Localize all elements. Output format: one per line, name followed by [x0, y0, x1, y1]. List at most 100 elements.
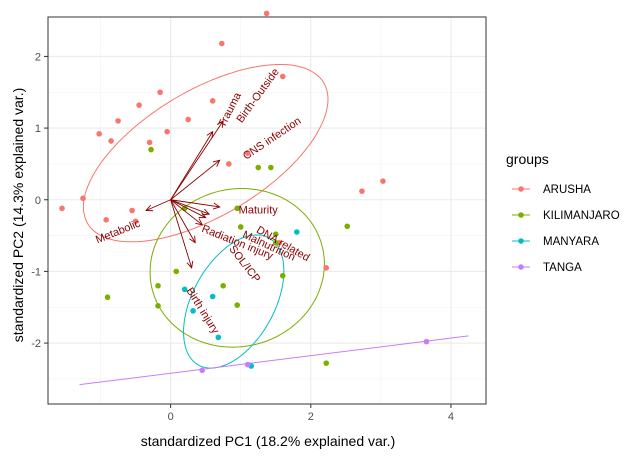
loading-arrow: [170, 199, 193, 268]
legend-item-kilimanjaro: KILIMANJARO: [512, 210, 620, 222]
legend-title: groups: [506, 151, 549, 167]
point-arusha: [136, 102, 142, 108]
arrow-head: [198, 211, 207, 219]
point-arusha: [279, 73, 286, 80]
point-arusha: [103, 217, 109, 223]
legend: groups ARUSHA KILIMANJARO MANYARA TANGA: [506, 151, 620, 274]
point-arusha: [244, 150, 251, 156]
axis-ticks: 0 2 4 -2 -1 0 1 2: [31, 16, 487, 423]
point-arusha: [146, 139, 153, 146]
legend-item-tanga: TANGA: [512, 262, 582, 274]
point-arusha: [323, 265, 330, 271]
legend-key-point: [518, 264, 524, 270]
point-arusha: [80, 195, 86, 202]
arrow-head: [206, 130, 214, 139]
legend-key-point: [518, 238, 524, 244]
panel-background: [48, 17, 486, 404]
legend-label: MANYARA: [543, 236, 599, 248]
point-arusha: [359, 188, 365, 194]
loading-label: Maturity: [239, 204, 279, 216]
point-kilimanjaro: [272, 231, 279, 237]
loading-arrow: [170, 199, 196, 243]
x-tick-label: 0: [168, 411, 174, 423]
point-kilimanjaro: [234, 302, 241, 308]
plot-panel: [48, 17, 486, 404]
arrow-head: [212, 202, 221, 210]
loading-arrow: [170, 120, 224, 200]
point-manyara: [215, 334, 222, 341]
point-tanga: [199, 367, 205, 374]
point-kilimanjaro: [155, 303, 161, 309]
ellipse-kilimanjaro: [149, 188, 325, 348]
tanga-fit-line: [79, 335, 469, 386]
point-manyara: [209, 293, 216, 300]
arrow-head: [186, 260, 194, 269]
y-tick-label: -2: [31, 338, 41, 350]
point-kilimanjaro: [272, 239, 279, 246]
point-kilimanjaro: [279, 272, 286, 279]
point-kilimanjaro: [148, 146, 154, 153]
arrow-head: [145, 204, 154, 212]
point-tanga: [423, 338, 430, 345]
point-arusha: [218, 40, 225, 47]
loading-arrows: [145, 120, 224, 269]
loading-arrow: [170, 199, 206, 219]
point-kilimanjaro: [268, 164, 274, 171]
x-tick-label: 4: [448, 411, 454, 423]
data-points: [59, 10, 430, 374]
legend-label: ARUSHA: [543, 184, 591, 196]
tanga-line: [79, 335, 469, 386]
point-arusha: [115, 118, 121, 124]
loading-arrow: [170, 131, 214, 200]
point-manyara: [181, 286, 188, 293]
point-kilimanjaro: [344, 223, 351, 230]
legend-label: TANGA: [543, 262, 582, 274]
legend-item-manyara: MANYARA: [512, 236, 599, 248]
point-arusha: [185, 116, 191, 123]
x-axis-title: standardized PC1 (18.2% explained var.): [141, 433, 395, 449]
loading-arrow: [170, 199, 210, 215]
point-arusha: [108, 138, 114, 144]
arrow-head: [216, 120, 224, 128]
point-arusha: [164, 128, 170, 135]
point-kilimanjaro: [323, 360, 330, 366]
loading-arrow: [170, 199, 220, 208]
point-kilimanjaro: [104, 294, 111, 301]
point-arusha: [209, 98, 216, 104]
arrow-head: [212, 159, 221, 167]
point-manyara: [190, 308, 196, 314]
y-tick-label: 0: [35, 195, 41, 207]
y-axis-title: standardized PC2 (14.3% explained var.): [10, 88, 26, 342]
y-tick-label: 1: [35, 123, 41, 135]
point-arusha: [129, 207, 135, 214]
legend-key-point: [518, 212, 524, 218]
grid-lines: [48, 17, 486, 404]
legend-key-point: [518, 186, 524, 192]
point-kilimanjaro: [237, 224, 244, 230]
y-tick-label: -1: [31, 266, 41, 278]
point-tanga: [244, 361, 251, 368]
point-kilimanjaro: [173, 268, 180, 275]
x-tick-label: 2: [308, 411, 314, 423]
point-arusha: [96, 131, 102, 137]
arrow-head: [189, 235, 196, 244]
loading-arrow: [170, 199, 203, 226]
ellipse-arusha: [82, 64, 329, 243]
point-kilimanjaro: [234, 205, 241, 212]
arrow-head: [202, 208, 211, 216]
legend-label: KILIMANJARO: [543, 210, 620, 222]
legend-item-arusha: ARUSHA: [512, 184, 591, 196]
point-kilimanjaro: [255, 164, 262, 171]
y-tick-label: 2: [35, 51, 41, 63]
point-manyara: [293, 229, 300, 235]
loading-arrow: [170, 159, 220, 201]
loading-arrow: [145, 199, 171, 211]
point-kilimanjaro: [155, 282, 161, 289]
panel-border: [47, 16, 487, 405]
point-arusha: [226, 161, 232, 167]
legend-items: ARUSHA KILIMANJARO MANYARA TANGA: [512, 184, 620, 274]
arrow-head: [195, 218, 203, 226]
point-arusha: [380, 178, 386, 184]
point-arusha: [59, 205, 65, 212]
